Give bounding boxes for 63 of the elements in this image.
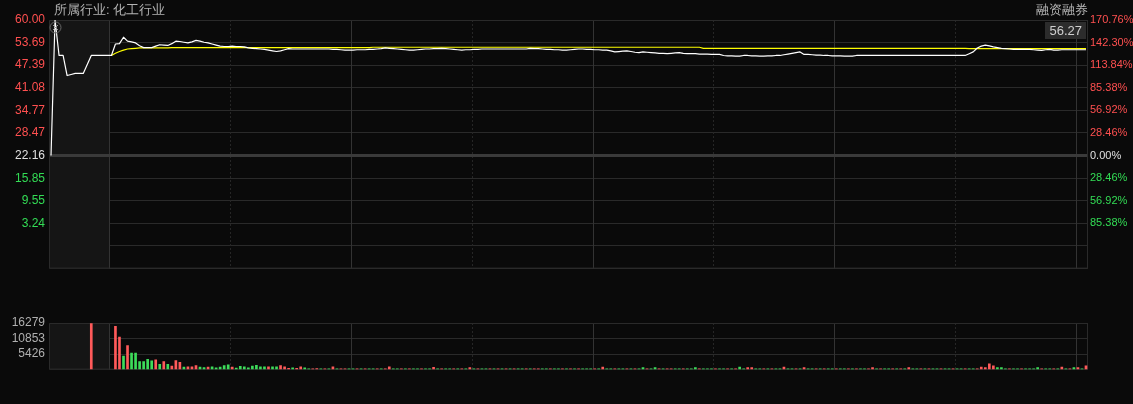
y-tick-label: 9.55 (21, 193, 46, 208)
y2-tick-label: 56.92% (1090, 103, 1128, 116)
bar (387, 366, 391, 370)
bar (222, 365, 226, 370)
bar (283, 366, 286, 370)
bar (251, 365, 254, 370)
y2-tick-label: 56.92% (1090, 193, 1128, 206)
y2-tick-label: 0.00% (1090, 148, 1122, 161)
bar (150, 360, 154, 370)
bar (750, 367, 754, 370)
bar (238, 365, 242, 370)
bar (122, 355, 125, 370)
y-tick-label: 34.77 (14, 102, 46, 117)
y2-tick-label: 28.46% (1090, 171, 1128, 184)
bar (226, 364, 230, 370)
bar (996, 367, 999, 370)
y-tick-label: 60.00 (14, 12, 46, 27)
y2-tick-label: 142.30% (1090, 35, 1133, 48)
bar (983, 367, 987, 370)
y-tick-label: 53.69 (14, 34, 46, 49)
bar (146, 359, 149, 370)
bar (242, 366, 246, 370)
y-tick-label: 28.47 (14, 125, 46, 140)
bar (988, 363, 991, 370)
y-tick-label: 15.85 (14, 170, 46, 185)
bar (299, 366, 303, 370)
bar (166, 363, 170, 370)
y-tick-label: 5426 (18, 346, 46, 361)
y2-tick-label: 28.46% (1090, 126, 1128, 139)
y-tick-label: 47.39 (14, 57, 46, 72)
chart-title: 所属行业: 化工行业 (54, 1, 166, 19)
bar (170, 365, 174, 370)
bar (992, 365, 995, 370)
y2-tick-label: 170.76% (1090, 13, 1133, 26)
bar (1000, 367, 1003, 370)
bar (871, 367, 874, 370)
y-tick-label: 16279 (11, 315, 46, 330)
bar (142, 361, 145, 370)
annotation: 56.27 (1045, 22, 1086, 39)
y2-tick-label: 113.84% (1090, 58, 1133, 71)
bar (255, 365, 258, 370)
bar (907, 367, 911, 370)
y-tick-label: 41.08 (14, 80, 46, 95)
bar (114, 326, 117, 370)
bar (694, 367, 697, 370)
bar (271, 366, 274, 370)
y-tick-label: 3.24 (21, 215, 46, 230)
bar (1036, 367, 1039, 370)
bar (158, 363, 162, 370)
bar (89, 323, 93, 370)
bar (126, 345, 129, 370)
bar (275, 366, 278, 370)
bar (154, 359, 158, 370)
bar (130, 352, 133, 370)
y2-tick-label: 85.38% (1090, 80, 1128, 93)
bar (162, 361, 166, 370)
bar (279, 365, 282, 370)
y-tick-label: 22.16 (14, 147, 46, 162)
bar (746, 367, 750, 370)
text: 融资融券 (1036, 1, 1088, 19)
y2-tick-label: 85.38% (1090, 216, 1128, 229)
bar (134, 352, 137, 370)
y-tick-label: 10853 (11, 330, 46, 345)
